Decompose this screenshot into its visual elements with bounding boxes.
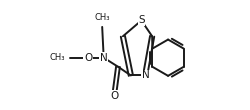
Text: O: O [110,91,118,101]
Text: N: N [142,71,150,81]
Text: S: S [138,16,145,26]
Text: N: N [100,53,108,63]
Text: CH₃: CH₃ [94,13,110,22]
Text: CH₃: CH₃ [49,53,65,62]
Text: O: O [84,53,92,63]
